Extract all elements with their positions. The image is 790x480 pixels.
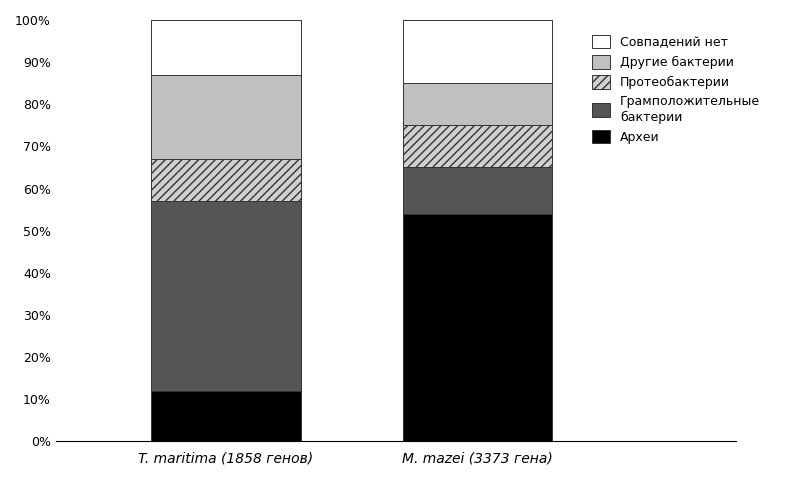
Bar bbox=[151, 20, 300, 75]
Bar bbox=[151, 391, 300, 441]
Bar bbox=[151, 159, 300, 201]
Legend: Совпадений нет, Другие бактерии, Протеобактерии, Грамположительные
бактерии, Арх: Совпадений нет, Другие бактерии, Протеоб… bbox=[592, 35, 760, 144]
Bar bbox=[403, 83, 552, 125]
Bar bbox=[403, 168, 552, 214]
Bar bbox=[151, 201, 300, 391]
Bar bbox=[403, 20, 552, 83]
Bar bbox=[403, 125, 552, 168]
Bar bbox=[403, 214, 552, 441]
Bar bbox=[151, 75, 300, 159]
